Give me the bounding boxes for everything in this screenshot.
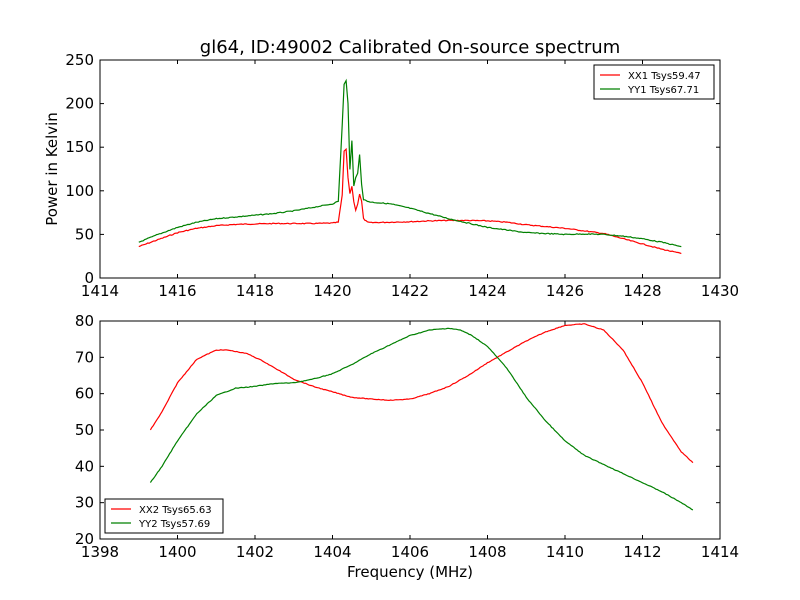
y-tick-label: 80: [75, 312, 94, 330]
x-tick-label: 1400: [158, 543, 196, 561]
y-tick-label: 50: [75, 421, 94, 439]
y-tick-label: 60: [75, 385, 94, 403]
legend-label: XX1 Tsys59.47: [628, 71, 701, 82]
y-tick-label: 250: [65, 51, 94, 69]
legend-label: YY2 Tsys57.69: [138, 519, 210, 530]
legend-label: YY1 Tsys67.71: [627, 85, 699, 96]
y-tick-label: 150: [65, 138, 94, 156]
bottom-plot-ticks: 1398 1400 1402 1404 1406 1408 1410 1412 1414 20 30…: [75, 312, 739, 561]
x-tick-label: 1426: [546, 282, 584, 300]
y-tick-label: 20: [75, 530, 94, 548]
x-tick-label: 1402: [236, 543, 274, 561]
top-plot-series: [138, 78, 682, 255]
x-tick-label: 1408: [468, 543, 506, 561]
x-tick-label: 1398: [81, 543, 119, 561]
bottom-plot: Frequency (MHz) 1398 1400 1402 1404 1406 1408…: [75, 312, 739, 581]
series-line-red: [149, 323, 694, 464]
y-tick-label: 50: [75, 225, 94, 243]
legend-label: XX2 Tsys65.63: [139, 505, 212, 516]
top-plot-title: gl64, ID:49002 Calibrated On-source spec…: [200, 37, 620, 58]
x-tick-label: 1420: [313, 282, 351, 300]
x-tick-label: 1406: [391, 543, 429, 561]
y-tick-label: 30: [75, 494, 94, 512]
series-line-red: [138, 147, 682, 255]
y-tick-label: 70: [75, 348, 94, 366]
x-tick-label: 1404: [313, 543, 351, 561]
bottom-plot-legend: XX2 Tsys65.63 YY2 Tsys57.69: [104, 498, 224, 534]
bottom-plot-xlabel: Frequency (MHz): [347, 563, 473, 581]
bottom-plot-series: [149, 323, 694, 511]
y-tick-label: 40: [75, 457, 94, 475]
x-tick-label: 1410: [546, 543, 584, 561]
x-tick-label: 1422: [391, 282, 429, 300]
top-plot-ylabel: Power in Kelvin: [43, 112, 61, 226]
series-line-green: [149, 327, 694, 511]
x-tick-label: 1430: [701, 282, 739, 300]
top-plot-legend: XX1 Tsys59.47 YY1 Tsys67.71: [593, 64, 715, 100]
legend-box: [104, 498, 224, 534]
y-tick-label: 0: [84, 269, 94, 287]
x-tick-label: 1416: [158, 282, 196, 300]
top-plot-frame: [99, 59, 721, 279]
x-tick-label: 1414: [701, 543, 739, 561]
series-line-green: [138, 78, 682, 248]
y-tick-label: 200: [65, 95, 94, 113]
x-tick-label: 1428: [623, 282, 661, 300]
x-tick-label: 1412: [623, 543, 661, 561]
x-tick-label: 1424: [468, 282, 506, 300]
bottom-plot-frame: [99, 320, 721, 540]
x-tick-label: 1414: [81, 282, 119, 300]
top-plot-ticks: 1414 1416 1418 1420 1422 1424 1426 1428 1430 0 50 1…: [65, 51, 739, 300]
x-tick-label: 1418: [236, 282, 274, 300]
y-tick-label: 100: [65, 182, 94, 200]
legend-box: [593, 64, 715, 100]
top-plot: gl64, ID:49002 Calibrated On-source spec…: [43, 37, 739, 300]
